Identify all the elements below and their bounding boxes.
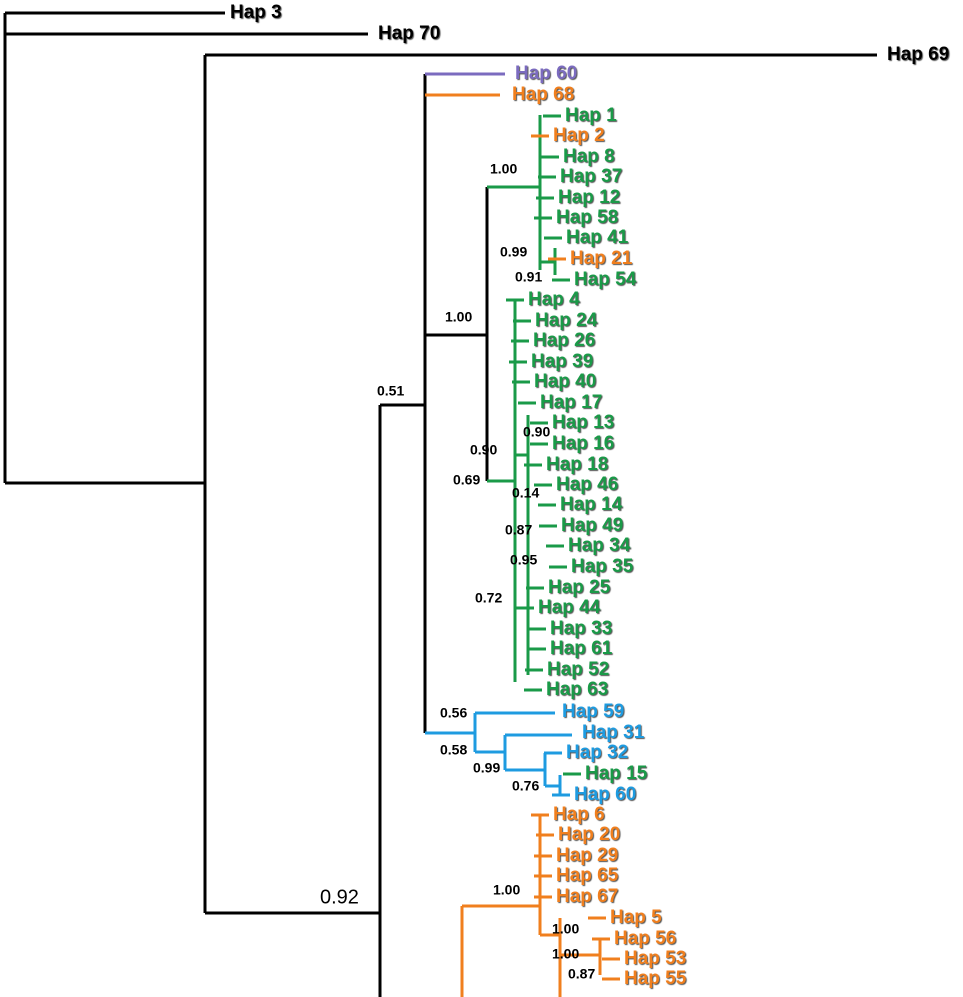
leaf-label: Hap 54 [574, 269, 637, 290]
leaf-label: Hap 39 [531, 351, 593, 372]
leaf-label: Hap 59 [562, 701, 624, 722]
leaf-label: Hap 33 [550, 618, 612, 639]
leaf-label: Hap 70 [378, 23, 440, 44]
support-value: 0.56 [440, 705, 467, 721]
leaf-label: Hap 16 [552, 433, 614, 454]
support-value: 0.95 [510, 552, 537, 568]
support-value: 0.99 [473, 760, 500, 776]
leaf-label: Hap 60 [515, 63, 577, 84]
support-value: 0.69 [453, 472, 480, 488]
leaf-label: Hap 25 [548, 577, 611, 598]
leaf-label: Hap 24 [535, 310, 598, 331]
leaf-label: Hap 35 [571, 556, 634, 577]
leaf-label: Hap 29 [556, 845, 618, 866]
leaf-label: Hap 1 [565, 105, 617, 126]
leaf-label: Hap 65 [556, 865, 619, 886]
leaf-label: Hap 34 [568, 535, 631, 556]
leaf-label: Hap 13 [552, 412, 614, 433]
leaf-label: Hap 8 [563, 146, 615, 167]
leaf-label: Hap 55 [624, 968, 687, 989]
leaf-label: Hap 53 [624, 948, 686, 969]
colored-branches [425, 72, 602, 997]
support-value: 0.87 [505, 522, 532, 538]
leaf-label: Hap 37 [560, 166, 622, 187]
leaf-label: Hap 15 [585, 763, 648, 784]
leaf-label: Hap 41 [566, 227, 629, 248]
leaf-label: Hap 40 [534, 371, 596, 392]
leaf-label: Hap 60 [574, 784, 636, 805]
leaf-label: Hap 21 [570, 248, 633, 269]
leaf-label: Hap 46 [556, 474, 618, 495]
support-value: 1.00 [445, 309, 472, 325]
leaf-label: Hap 44 [538, 597, 601, 618]
leaf-label: Hap 56 [614, 928, 676, 949]
leaf-label: Hap 2 [553, 125, 605, 146]
leaf-label: Hap 52 [547, 659, 609, 680]
leaf-label: Hap 4 [528, 289, 580, 310]
leaf-label: Hap 17 [540, 392, 602, 413]
leaf-label: Hap 67 [556, 886, 618, 907]
leaf-label: Hap 69 [887, 44, 949, 65]
leaf-label: Hap 58 [556, 207, 618, 228]
support-value: 0.51 [377, 383, 404, 399]
leaf-label: Hap 3 [230, 2, 282, 23]
leaf-label: Hap 6 [553, 804, 605, 825]
support-value: 0.14 [512, 485, 539, 501]
support-value: 0.90 [470, 442, 497, 458]
support-value: 1.00 [490, 161, 517, 177]
support-value: 1.00 [552, 921, 579, 937]
leaf-label: Hap 14 [560, 494, 623, 515]
support-value: 0.99 [500, 244, 527, 260]
support-value: 0.92 [320, 886, 359, 908]
leaf-label: Hap 18 [546, 454, 608, 475]
support-value: 0.90 [523, 424, 550, 440]
leaf-label: Hap 61 [550, 638, 613, 659]
support-value: 1.00 [552, 946, 579, 962]
leaf-label: Hap 68 [512, 84, 574, 105]
leaf-label: Hap 20 [558, 824, 620, 845]
support-value: 0.58 [440, 742, 467, 758]
support-value: 0.76 [512, 778, 539, 794]
leaf-label: Hap 63 [546, 679, 608, 700]
support-value: 0.87 [568, 966, 595, 982]
leaf-label: Hap 49 [561, 515, 623, 536]
leaf-label: Hap 26 [533, 330, 595, 351]
leaf-label: Hap 31 [582, 722, 645, 743]
leaf-label: Hap 12 [558, 187, 620, 208]
support-value: 1.00 [493, 882, 520, 898]
leaf-label: Hap 32 [566, 742, 628, 763]
support-value: 0.91 [515, 269, 542, 285]
support-value: 0.72 [475, 590, 502, 606]
leaf-label: Hap 5 [610, 907, 662, 928]
branches [3, 11, 877, 997]
